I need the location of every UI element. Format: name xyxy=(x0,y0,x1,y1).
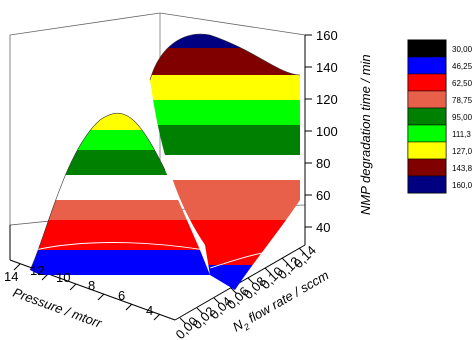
x-tick-label: 12 xyxy=(30,263,44,278)
legend-swatch xyxy=(407,73,447,92)
legend-swatch xyxy=(407,175,447,194)
z-tick-label: 40 xyxy=(316,220,330,235)
x-axis: 14 12 10 8 6 4 xyxy=(4,263,161,321)
legend-level-label: 30,00 xyxy=(452,45,473,54)
legend-level-label: 160,0 xyxy=(452,181,473,190)
legend-level-label: 95,00 xyxy=(452,113,473,122)
legend-swatch xyxy=(407,56,447,75)
color-legend: 30,00 46,25 62,50 78,75 95,00 111,3 127,0 143,8… xyxy=(407,39,473,194)
z-axis: 160 140 120 100 80 60 40 xyxy=(304,28,338,245)
z-axis-label: NMP degradation time / min xyxy=(358,54,373,215)
z-tick-label: 120 xyxy=(316,92,338,107)
legend-swatch xyxy=(407,39,447,58)
surface-right-peak-outline xyxy=(149,33,301,81)
legend-level-label: 127,0 xyxy=(452,147,473,156)
x-tick-label: 10 xyxy=(56,270,70,285)
y-axis-label-sub: 2 xyxy=(241,321,251,333)
z-tick-label: 160 xyxy=(316,28,338,43)
x-tick-label: 6 xyxy=(118,288,125,303)
legend-level-label: 62,50 xyxy=(452,79,473,88)
z-tick-label: 80 xyxy=(316,156,330,171)
x-tick-label: 14 xyxy=(4,269,18,284)
z-tick-label: 140 xyxy=(316,60,338,75)
legend-swatch xyxy=(407,141,447,160)
legend-level-label: 46,25 xyxy=(452,62,473,71)
legend-swatch xyxy=(407,90,447,109)
surface-left-hump-outline xyxy=(29,112,166,271)
x-tick-label: 8 xyxy=(88,278,95,293)
legend-level-label: 111,3 xyxy=(452,130,471,139)
legend-level-label: 78,75 xyxy=(452,96,473,105)
z-tick-label: 60 xyxy=(316,188,330,203)
legend-level-label: 143,8 xyxy=(452,164,473,173)
z-tick-label: 100 xyxy=(316,124,338,139)
legend-swatch xyxy=(407,124,447,143)
legend-swatch xyxy=(407,107,447,126)
x-tick-label: 4 xyxy=(146,303,153,318)
legend-swatch xyxy=(407,158,447,177)
